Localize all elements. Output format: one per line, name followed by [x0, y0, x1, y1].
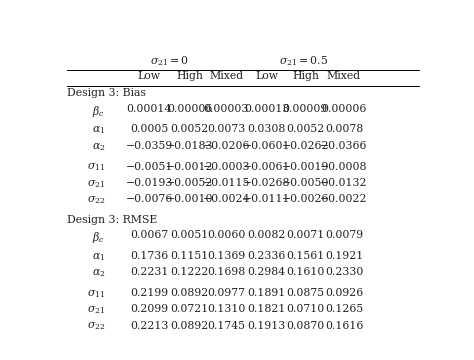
Text: −0.0132: −0.0132	[320, 178, 368, 188]
Text: $\alpha_1$: $\alpha_1$	[92, 251, 105, 263]
Text: 0.0067: 0.0067	[130, 230, 168, 240]
Text: 0.00013: 0.00013	[244, 104, 290, 114]
Text: $\sigma_{21} = 0.5$: $\sigma_{21} = 0.5$	[279, 54, 328, 68]
Text: $\sigma_{21}$: $\sigma_{21}$	[87, 304, 105, 316]
Text: High: High	[292, 71, 319, 81]
Text: Design 3: Bias: Design 3: Bias	[66, 89, 146, 98]
Text: −0.0022: −0.0022	[320, 194, 368, 204]
Text: 0.2099: 0.2099	[130, 304, 168, 314]
Text: $\beta_c$: $\beta_c$	[92, 230, 105, 245]
Text: $\sigma_{22}$: $\sigma_{22}$	[87, 194, 105, 206]
Text: High: High	[176, 71, 203, 81]
Text: −0.0076: −0.0076	[126, 194, 173, 204]
Text: 0.0082: 0.0082	[247, 230, 286, 240]
Text: 0.2213: 0.2213	[130, 321, 168, 331]
Text: Mixed: Mixed	[327, 71, 361, 81]
Text: 0.1222: 0.1222	[171, 267, 209, 277]
Text: 0.1736: 0.1736	[130, 251, 168, 261]
Text: 0.0870: 0.0870	[286, 321, 325, 331]
Text: 0.1610: 0.1610	[286, 267, 325, 277]
Text: −0.0010: −0.0010	[166, 194, 213, 204]
Text: 0.1616: 0.1616	[325, 321, 363, 331]
Text: 0.0060: 0.0060	[207, 230, 246, 240]
Text: $\sigma_{21} = 0$: $\sigma_{21} = 0$	[150, 54, 189, 68]
Text: 0.0977: 0.0977	[208, 288, 246, 298]
Text: $\beta_c$: $\beta_c$	[92, 104, 105, 119]
Text: Design 3: RMSE: Design 3: RMSE	[66, 215, 157, 225]
Text: −0.0183: −0.0183	[166, 141, 213, 151]
Text: 0.0073: 0.0073	[207, 125, 246, 134]
Text: 0.00014: 0.00014	[127, 104, 172, 114]
Text: 0.00006: 0.00006	[167, 104, 212, 114]
Text: 0.0710: 0.0710	[286, 304, 325, 314]
Text: 0.0052: 0.0052	[286, 125, 325, 134]
Text: −0.0052: −0.0052	[166, 178, 213, 188]
Text: Low: Low	[138, 71, 161, 81]
Text: 0.0071: 0.0071	[286, 230, 325, 240]
Text: −0.0050: −0.0050	[282, 178, 329, 188]
Text: 0.0721: 0.0721	[171, 304, 209, 314]
Text: −0.0061: −0.0061	[243, 162, 291, 172]
Text: 0.1913: 0.1913	[248, 321, 286, 331]
Text: −0.0003: −0.0003	[203, 162, 250, 172]
Text: 0.1891: 0.1891	[248, 288, 286, 298]
Text: 0.0892: 0.0892	[171, 321, 209, 331]
Text: $\alpha_2$: $\alpha_2$	[91, 141, 105, 153]
Text: −0.0268: −0.0268	[243, 178, 291, 188]
Text: 0.0875: 0.0875	[286, 288, 324, 298]
Text: −0.0262: −0.0262	[282, 141, 329, 151]
Text: $\sigma_{22}$: $\sigma_{22}$	[87, 321, 105, 333]
Text: −0.0206: −0.0206	[203, 141, 250, 151]
Text: 0.0051: 0.0051	[171, 230, 209, 240]
Text: 0.1151: 0.1151	[171, 251, 209, 261]
Text: $\sigma_{11}$: $\sigma_{11}$	[87, 162, 105, 174]
Text: 0.0079: 0.0079	[325, 230, 363, 240]
Text: 0.0308: 0.0308	[247, 125, 286, 134]
Text: 0.0005: 0.0005	[130, 125, 168, 134]
Text: $\sigma_{11}$: $\sigma_{11}$	[87, 288, 105, 300]
Text: −0.0024: −0.0024	[203, 194, 250, 204]
Text: −0.0008: −0.0008	[320, 162, 368, 172]
Text: −0.0115: −0.0115	[203, 178, 250, 188]
Text: −0.0012: −0.0012	[166, 162, 213, 172]
Text: 0.2330: 0.2330	[325, 267, 363, 277]
Text: 0.2336: 0.2336	[247, 251, 286, 261]
Text: −0.0026: −0.0026	[282, 194, 329, 204]
Text: Mixed: Mixed	[210, 71, 244, 81]
Text: −0.0193: −0.0193	[126, 178, 173, 188]
Text: 0.1821: 0.1821	[247, 304, 286, 314]
Text: −0.0051: −0.0051	[126, 162, 173, 172]
Text: 0.1698: 0.1698	[207, 267, 246, 277]
Text: 0.0052: 0.0052	[171, 125, 209, 134]
Text: 0.0926: 0.0926	[325, 288, 363, 298]
Text: 0.00003: 0.00003	[204, 104, 249, 114]
Text: 0.2984: 0.2984	[248, 267, 286, 277]
Text: −0.0111: −0.0111	[243, 194, 291, 204]
Text: 0.1310: 0.1310	[207, 304, 246, 314]
Text: 0.1921: 0.1921	[325, 251, 363, 261]
Text: −0.0019: −0.0019	[282, 162, 329, 172]
Text: −0.0359: −0.0359	[126, 141, 173, 151]
Text: 0.0892: 0.0892	[171, 288, 209, 298]
Text: $\sigma_{21}$: $\sigma_{21}$	[87, 178, 105, 190]
Text: 0.2199: 0.2199	[130, 288, 168, 298]
Text: 0.1369: 0.1369	[207, 251, 246, 261]
Text: 0.0078: 0.0078	[325, 125, 363, 134]
Text: Low: Low	[255, 71, 278, 81]
Text: 0.2231: 0.2231	[130, 267, 168, 277]
Text: 0.00009: 0.00009	[283, 104, 328, 114]
Text: $\alpha_2$: $\alpha_2$	[91, 267, 105, 279]
Text: 0.1265: 0.1265	[325, 304, 363, 314]
Text: 0.1561: 0.1561	[286, 251, 325, 261]
Text: 0.00006: 0.00006	[321, 104, 366, 114]
Text: $\alpha_1$: $\alpha_1$	[92, 125, 105, 136]
Text: −0.0601: −0.0601	[243, 141, 291, 151]
Text: −0.0366: −0.0366	[320, 141, 368, 151]
Text: 0.1745: 0.1745	[208, 321, 246, 331]
